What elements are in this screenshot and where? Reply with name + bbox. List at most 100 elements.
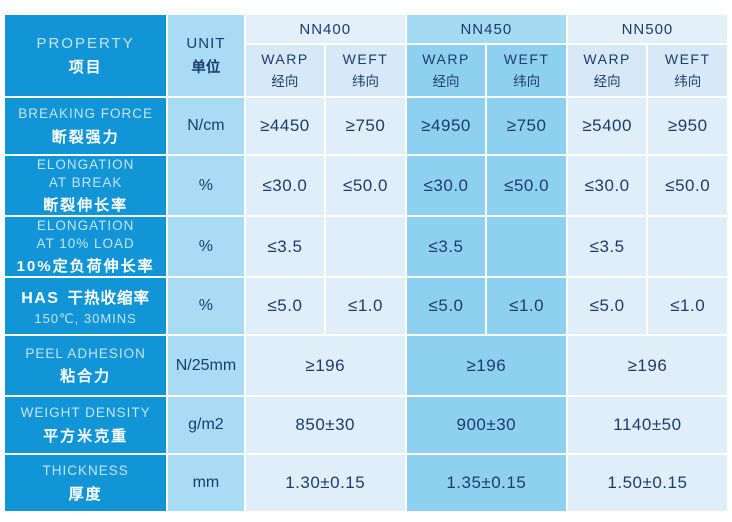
property-header-en: PROPERTY: [36, 34, 135, 52]
unit-header: UNIT 单位: [168, 15, 244, 96]
cell-breaking-nn500-warp: ≥5400: [567, 98, 647, 154]
subheader-nn400-weft: WEFT 纬向: [326, 45, 405, 96]
row-has-label-line: HAS 干热收缩率: [7, 286, 164, 308]
product-header-nn400: NN400: [245, 15, 405, 43]
row-has-label-en: HAS: [21, 289, 60, 307]
cell-elongbreak-nn450-warp: ≤30.0: [406, 156, 486, 216]
cell-breaking-nn450-warp: ≥4950: [406, 98, 486, 154]
row-elongation-at-break-label: ELONGATION AT BREAK 断裂伸长率: [5, 156, 167, 216]
subheader-nn500-weft: WEFT 纬向: [648, 45, 727, 96]
cell-elongbreak-nn450-weft: ≤50.0: [487, 156, 566, 216]
subheader-nn500-weft-zh: 纬向: [674, 74, 702, 89]
row-elongation-at-10pct-load: ELONGATION AT 10% LOAD 10%定负荷伸长率 % ≤3.5 …: [5, 217, 727, 277]
header-row-directions: WARP 经向 WEFT 纬向 WARP 经向 WEFT 纬向 WARP 经向 …: [5, 45, 727, 96]
unit-header-zh: 单位: [191, 59, 221, 76]
cell-weight-nn400: 850±30: [245, 397, 405, 454]
property-header: PROPERTY 项目: [5, 15, 167, 96]
cell-breaking-nn500-weft: ≥950: [648, 98, 727, 154]
cell-elong10-nn450-weft: [487, 217, 566, 277]
row-breaking-force-label: BREAKING FORCE 断裂强力: [5, 98, 167, 154]
subheader-nn450-warp-en: WARP: [422, 51, 470, 67]
row-breaking-force-unit: N/cm: [168, 98, 244, 154]
row-elongation-at-break-label-zh: 断裂伸长率: [43, 197, 129, 215]
row-has-label: HAS 干热收缩率 150℃, 30MINS: [5, 278, 167, 335]
subheader-nn450-weft-zh: 纬向: [513, 74, 541, 89]
row-elongation-at-break: ELONGATION AT BREAK 断裂伸长率 % ≤30.0 ≤50.0 …: [5, 156, 727, 216]
row-breaking-force-label-en: BREAKING FORCE: [18, 106, 153, 122]
cell-peel-nn450: ≥196: [406, 336, 566, 396]
cell-thickness-nn400: 1.30±0.15: [245, 455, 405, 512]
row-weight-density-label: WEIGHT DENSITY 平方米克重: [5, 397, 167, 454]
row-elongation-at-10pct-load-label: ELONGATION AT 10% LOAD 10%定负荷伸长率: [5, 217, 167, 277]
row-peel-adhesion-label-zh: 粘合力: [60, 368, 112, 386]
subheader-nn450-weft: WEFT 纬向: [487, 45, 566, 96]
cell-breaking-nn400-warp: ≥4450: [245, 98, 325, 154]
row-peel-adhesion: PEEL ADHESION 粘合力 N/25mm ≥196 ≥196 ≥196: [5, 336, 727, 396]
cell-elong10-nn500-warp: ≤3.5: [567, 217, 647, 277]
cell-elong10-nn450-warp: ≤3.5: [406, 217, 486, 277]
cell-elong10-nn500-weft: [648, 217, 727, 277]
cell-has-nn450-warp: ≤5.0: [406, 278, 486, 335]
row-has-label-zh: 干热收缩率: [67, 289, 150, 307]
row-breaking-force: BREAKING FORCE 断裂强力 N/cm ≥4450 ≥750 ≥495…: [5, 98, 727, 154]
row-elongation-at-break-unit: %: [168, 156, 244, 216]
row-weight-density-label-en: WEIGHT DENSITY: [20, 405, 151, 421]
row-has-unit: %: [168, 278, 244, 335]
cell-thickness-nn500: 1.50±0.15: [567, 455, 727, 512]
row-weight-density: WEIGHT DENSITY 平方米克重 g/m2 850±30 900±30 …: [5, 397, 727, 454]
header-row-products: PROPERTY 项目 UNIT 单位 NN400 NN450 NN500: [5, 15, 727, 96]
row-thickness-label-zh: 厚度: [68, 485, 103, 503]
cell-elongbreak-nn400-weft: ≤50.0: [326, 156, 405, 216]
property-header-zh: 项目: [68, 58, 103, 76]
row-elongation-at-10pct-load-label-zh: 10%定负荷伸长率: [16, 258, 155, 276]
row-peel-adhesion-unit: N/25mm: [168, 336, 244, 396]
cell-peel-nn500: ≥196: [567, 336, 727, 396]
cell-has-nn500-weft: ≤1.0: [648, 278, 727, 335]
row-peel-adhesion-label-en: PEEL ADHESION: [25, 345, 146, 361]
row-thickness: THICKNESS 厚度 mm 1.30±0.15 1.35±0.15 1.50…: [5, 455, 727, 512]
subheader-nn400-weft-zh: 纬向: [351, 74, 379, 89]
subheader-nn450-weft-en: WEFT: [503, 51, 550, 67]
subheader-nn400-warp-zh: 经向: [271, 74, 299, 89]
cell-has-nn500-warp: ≤5.0: [567, 278, 647, 335]
cell-elong10-nn400-weft: [326, 217, 405, 277]
row-elongation-at-10pct-load-label-en: ELONGATION AT 10% LOAD: [36, 218, 135, 251]
cell-weight-nn450: 900±30: [406, 397, 566, 454]
cell-breaking-nn400-weft: ≥750: [326, 98, 405, 154]
row-weight-density-unit: g/m2: [168, 397, 244, 454]
row-has-heat-shrinkage: HAS 干热收缩率 150℃, 30MINS % ≤5.0 ≤1.0 ≤5.0 ≤…: [5, 278, 727, 335]
cell-peel-nn400: ≥196: [245, 336, 405, 396]
subheader-nn500-warp-en: WARP: [583, 51, 631, 67]
row-thickness-unit: mm: [168, 455, 244, 512]
row-has-label-sub: 150℃, 30MINS: [34, 310, 137, 326]
subheader-nn400-warp-en: WARP: [261, 51, 309, 67]
cell-thickness-nn450: 1.35±0.15: [406, 455, 566, 512]
row-weight-density-label-zh: 平方米克重: [43, 427, 129, 445]
cell-elongbreak-nn500-weft: ≤50.0: [648, 156, 727, 216]
subheader-nn450-warp: WARP 经向: [406, 45, 486, 96]
row-elongation-at-break-label-en: ELONGATION AT BREAK: [36, 157, 135, 190]
subheader-nn450-warp-zh: 经向: [432, 74, 460, 89]
cell-elongbreak-nn500-warp: ≤30.0: [567, 156, 647, 216]
subheader-nn500-warp: WARP 经向: [567, 45, 647, 96]
unit-header-en: UNIT: [186, 34, 226, 52]
spec-table: PROPERTY 项目 UNIT 单位 NN400 NN450 NN500 WA…: [3, 13, 729, 513]
cell-breaking-nn450-weft: ≥750: [487, 98, 566, 154]
cell-has-nn400-warp: ≤5.0: [245, 278, 325, 335]
subheader-nn500-weft-en: WEFT: [664, 51, 711, 67]
subheader-nn400-weft-en: WEFT: [342, 51, 389, 67]
subheader-nn500-warp-zh: 经向: [593, 74, 621, 89]
cell-elong10-nn400-warp: ≤3.5: [245, 217, 325, 277]
cell-has-nn400-weft: ≤1.0: [326, 278, 405, 335]
subheader-nn400-warp: WARP 经向: [245, 45, 325, 96]
cell-elongbreak-nn400-warp: ≤30.0: [245, 156, 325, 216]
cell-weight-nn500: 1140±50: [567, 397, 727, 454]
row-peel-adhesion-label: PEEL ADHESION 粘合力: [5, 336, 167, 396]
product-header-nn450: NN450: [406, 15, 566, 43]
row-breaking-force-label-zh: 断裂强力: [51, 128, 120, 146]
row-elongation-at-10pct-load-unit: %: [168, 217, 244, 277]
product-header-nn500: NN500: [567, 15, 727, 43]
row-thickness-label: THICKNESS 厚度: [5, 455, 167, 512]
row-thickness-label-en: THICKNESS: [42, 463, 129, 479]
